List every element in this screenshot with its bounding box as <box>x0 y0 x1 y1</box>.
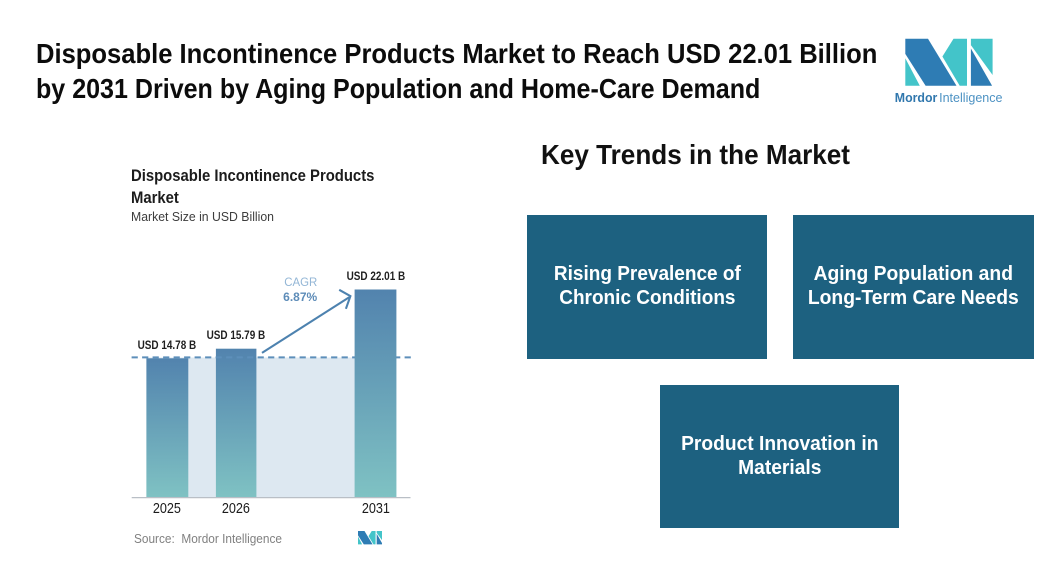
svg-text:Mordor: Mordor <box>895 90 938 105</box>
svg-text:Intelligence: Intelligence <box>939 90 1002 105</box>
